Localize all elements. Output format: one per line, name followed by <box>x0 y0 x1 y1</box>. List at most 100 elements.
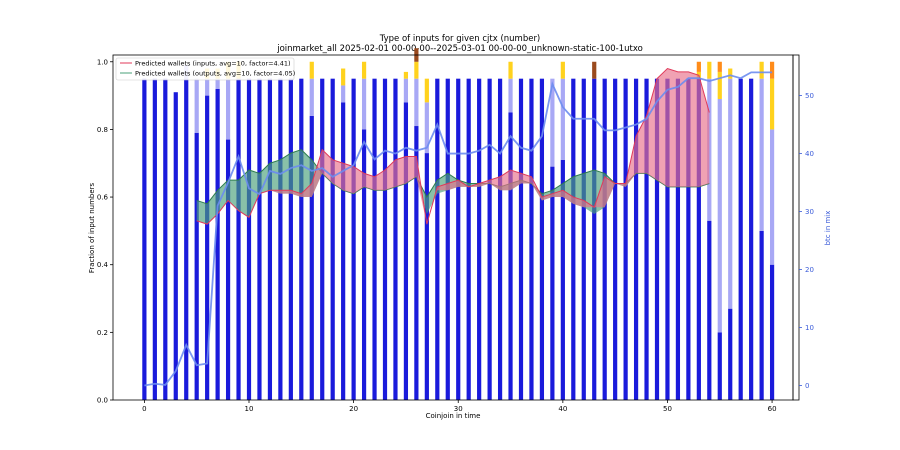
bar-fresh <box>236 78 241 401</box>
btc-in-mix-line <box>144 71 773 387</box>
bar-remix <box>728 78 733 309</box>
bar-remix <box>403 78 409 103</box>
bar-remix <box>414 78 419 127</box>
bar-yellow <box>759 61 764 79</box>
bar-fresh <box>330 78 335 401</box>
bar-fresh <box>613 78 618 401</box>
bar-yellow <box>403 71 409 79</box>
bar-remix <box>560 78 565 160</box>
bar-yellow <box>424 78 429 103</box>
bar-fresh <box>320 78 325 401</box>
bar-fresh <box>246 78 252 401</box>
bar-fresh <box>215 88 220 400</box>
y-axis: 0.0 0.2 0.4 0.6 0.8 1.0 <box>97 58 113 405</box>
btc-line-group <box>144 71 773 387</box>
bar-yellow <box>717 71 722 99</box>
bar-fresh <box>749 78 754 401</box>
bar-fresh <box>654 78 660 401</box>
bar-fresh <box>560 159 565 400</box>
bar-fresh <box>194 132 199 401</box>
bar-fresh <box>623 78 628 401</box>
bar-remix <box>341 85 346 103</box>
x-tick-label: 60 <box>768 405 777 413</box>
wallet-bands-group <box>196 67 710 225</box>
bar-fresh <box>665 78 670 401</box>
inputs-band-line <box>196 67 710 225</box>
bar-fresh <box>696 78 701 401</box>
bar-remix <box>205 78 210 96</box>
bar-yellow <box>361 61 367 79</box>
x-tick-label: 40 <box>558 405 567 413</box>
bar-fresh <box>571 78 576 401</box>
bar-fresh <box>518 78 524 401</box>
y-right-tick-label: 40 <box>805 150 814 158</box>
bar-fresh <box>581 78 586 401</box>
y-axis-right: 0 10 20 30 40 50 <box>799 92 814 390</box>
bar-fresh <box>717 332 722 400</box>
bar-yellow <box>309 61 314 79</box>
bar-fresh <box>728 308 733 400</box>
bar-yellow <box>728 68 733 79</box>
bar-fresh <box>738 78 743 401</box>
bar-brown <box>592 61 597 79</box>
legend: Predicted wallets (inputs, avg=10, facto… <box>115 57 295 81</box>
bar-orange <box>717 61 722 72</box>
chart-title: Type of inputs for given cjtx (number) <box>379 34 541 44</box>
bar-yellow <box>414 61 419 79</box>
y-tick-label: 0.6 <box>97 194 109 202</box>
legend-box <box>115 57 295 81</box>
bar-remix <box>550 78 555 167</box>
bar-remix <box>424 102 429 154</box>
bar-fresh <box>414 126 419 400</box>
bar-fresh <box>435 78 440 401</box>
bar-remix <box>215 78 220 89</box>
bar-remix <box>194 78 199 133</box>
bar-remix <box>707 78 712 221</box>
bar-remix <box>361 78 367 130</box>
bar-orange <box>769 61 775 79</box>
chart-subtitle: joinmarket_all 2025-02-01 00-00-00--2025… <box>276 44 643 54</box>
bar-fresh <box>497 78 503 401</box>
bars-group <box>142 48 775 401</box>
bar-fresh <box>184 78 189 401</box>
bar-fresh <box>403 102 409 400</box>
bar-fresh <box>445 78 450 401</box>
bar-fresh <box>205 95 210 400</box>
bar-fresh <box>278 78 283 401</box>
bar-remix <box>769 129 775 265</box>
bar-fresh <box>644 78 649 401</box>
bar-remix <box>759 78 764 231</box>
bar-yellow <box>769 78 775 130</box>
bar-fresh <box>675 78 681 401</box>
bar-remix <box>225 78 231 140</box>
bar-fresh <box>686 78 691 401</box>
bar-yellow <box>707 61 712 79</box>
bar-fresh <box>769 264 775 400</box>
bar-fresh <box>550 166 555 400</box>
y-tick-label: 0.8 <box>97 126 108 134</box>
bar-fresh <box>759 230 764 400</box>
bar-fresh <box>267 78 273 401</box>
bar-remix <box>309 78 314 116</box>
y-tick-label: 0.2 <box>97 329 108 337</box>
bar-fresh <box>424 153 429 400</box>
bar-fresh <box>257 78 262 401</box>
bar-fresh <box>142 78 147 401</box>
right-axis-strip <box>792 54 800 401</box>
y-right-tick-label: 0 <box>805 382 809 390</box>
y-right-tick-label: 30 <box>805 208 814 216</box>
bar-yellow <box>341 68 346 86</box>
bar-fresh <box>351 78 356 401</box>
bar-fresh <box>309 115 314 400</box>
bar-fresh <box>361 129 367 400</box>
bar-fresh <box>633 78 639 401</box>
y-tick-label: 1.0 <box>97 58 108 66</box>
x-tick-label: 30 <box>454 405 463 413</box>
y-right-tick-label: 20 <box>805 266 814 274</box>
x-tick-label: 20 <box>349 405 358 413</box>
bar-fresh <box>539 78 545 401</box>
y-right-tick-label: 50 <box>805 92 814 100</box>
bar-remix <box>717 98 722 333</box>
bar-fresh <box>508 112 513 400</box>
